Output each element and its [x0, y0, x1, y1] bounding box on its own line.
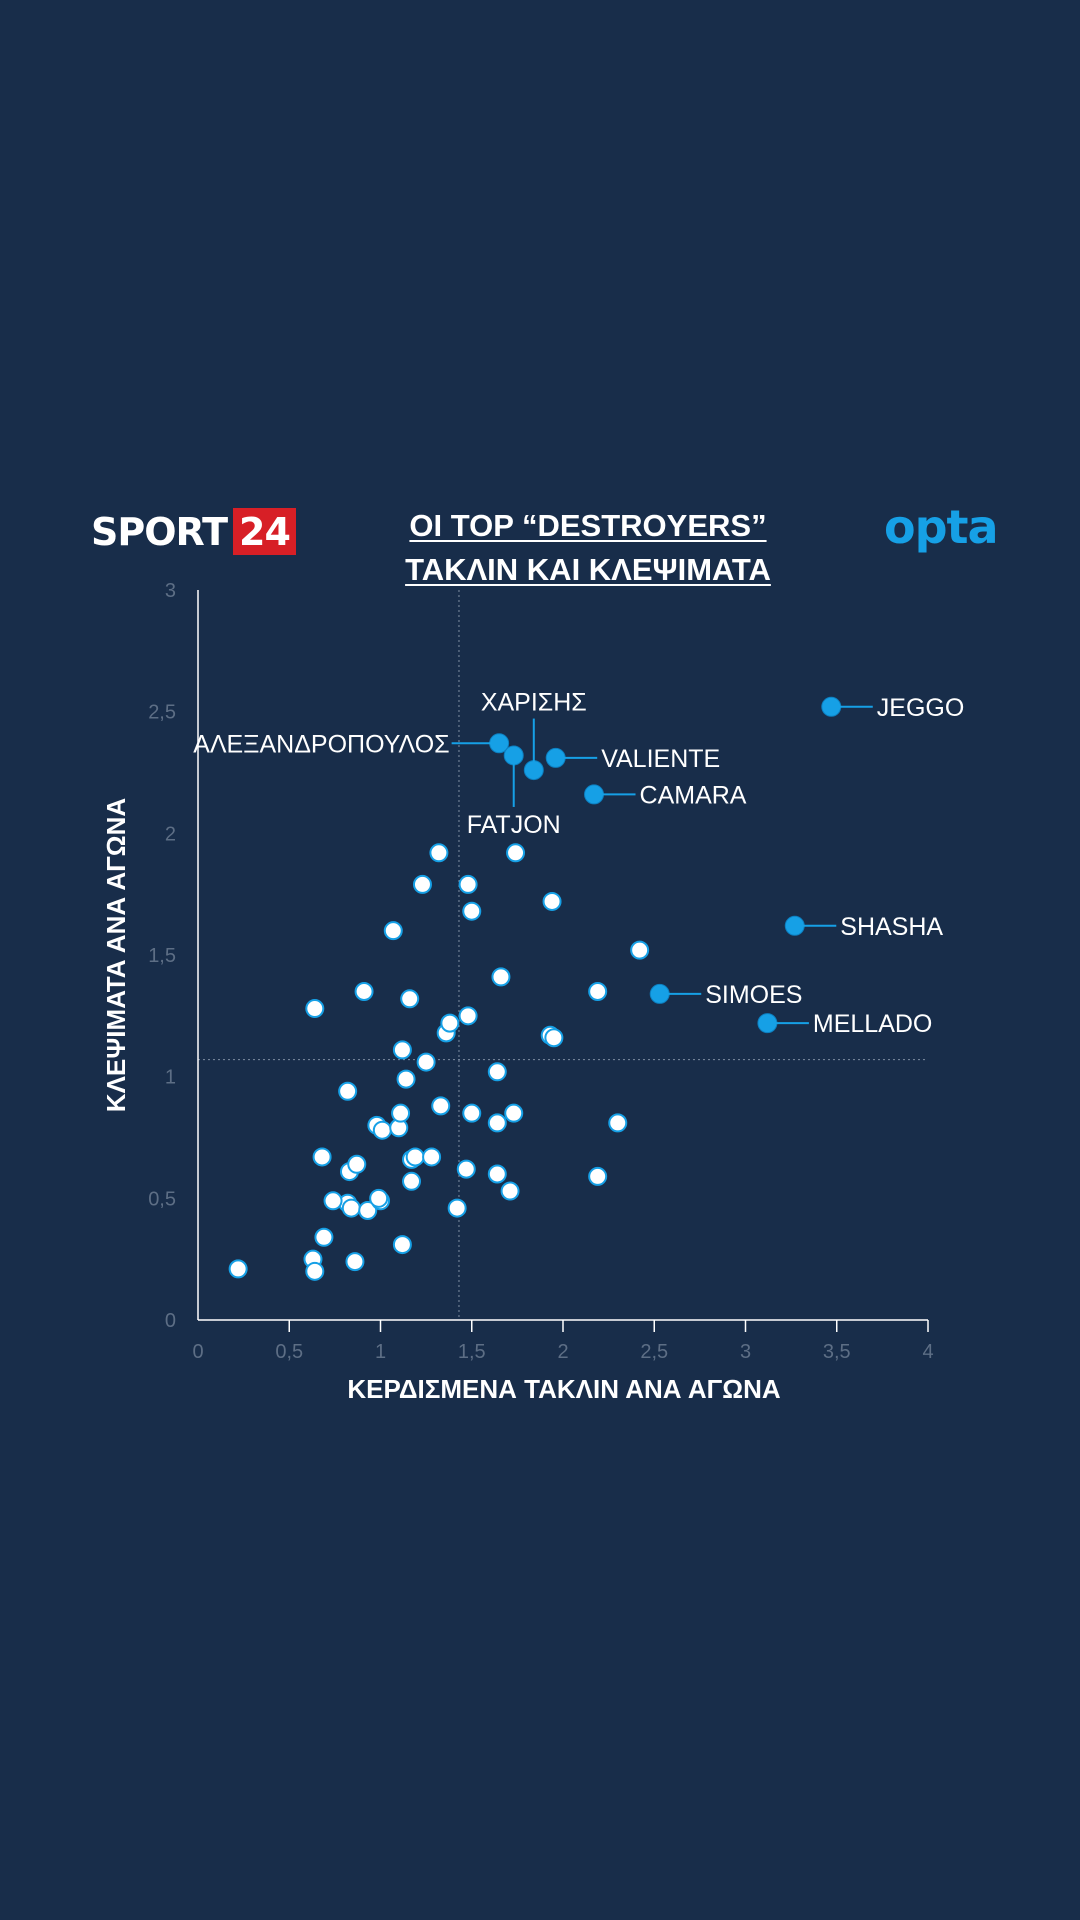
player-label: ΧΑΡΙΣΗΣ: [481, 689, 587, 717]
data-point: [383, 921, 403, 941]
data-point: [487, 1062, 507, 1082]
points-layer: [228, 696, 842, 1281]
data-point: [588, 1166, 608, 1186]
y-axis-title: ΚΛΕΨΙΜΑΤΑ ΑΝΑ ΑΓΩΝΑ: [101, 798, 131, 1113]
y-tick-label: 2,5: [148, 702, 176, 724]
data-point: [402, 1171, 422, 1191]
data-point: [462, 901, 482, 921]
data-point: [440, 1013, 460, 1033]
data-point: [358, 1201, 378, 1220]
data-point: [462, 1103, 482, 1123]
data-point: [456, 1159, 476, 1179]
player-label: SIMOES: [705, 981, 802, 1009]
data-point: [412, 874, 432, 894]
grid-layer: [198, 590, 928, 1320]
chart-title-line2: ΤΑΚΛΙΝ ΚΑΙ ΚΛΕΨΙΜΑΤΑ: [405, 552, 771, 587]
data-point: [305, 999, 325, 1019]
data-point: [345, 1252, 365, 1272]
data-point: [506, 843, 526, 863]
data-point: [347, 1154, 367, 1174]
player-label: MELLADO: [813, 1010, 932, 1038]
x-tick-label: 2: [557, 1341, 568, 1363]
data-point: [323, 1191, 343, 1211]
data-point: [391, 1103, 411, 1123]
data-point: [588, 982, 608, 1001]
data-point: [447, 1198, 467, 1218]
data-point: [400, 989, 420, 1009]
data-point: [429, 843, 449, 863]
labels-layer: JEGGO ΑΛΕΞΑΝΔΡΟΠΟΥΛΟΣ ΧΑΡΙΣΗΣ FATJON VALIENT…: [193, 689, 964, 1039]
y-tick-label: 2: [165, 823, 176, 845]
x-tick-label: 1: [375, 1341, 386, 1363]
y-tick-label: 1,5: [148, 945, 176, 967]
x-tick-label: 1,5: [458, 1341, 486, 1363]
x-tick-label: 0,5: [275, 1341, 303, 1363]
x-tick-label: 4: [922, 1341, 933, 1363]
data-point: [314, 1227, 334, 1247]
data-point: [416, 1052, 436, 1072]
data-point: [338, 1081, 358, 1101]
data-point: [544, 1028, 564, 1048]
data-point: [396, 1069, 416, 1089]
data-point: [372, 1120, 392, 1140]
data-point: [392, 1040, 412, 1060]
player-label: VALIENTE: [601, 745, 720, 773]
chart-title: ΟΙ TOP “DESTROYERS” ΤΑΚΛΙΝ ΚΑΙ ΚΛΕΨΙΜΑΤΑ: [340, 504, 836, 592]
data-point: [487, 1113, 507, 1133]
player-label: ΑΛΕΞΑΝΔΡΟΠΟΥΛΟΣ: [193, 730, 449, 758]
data-point: [405, 1147, 425, 1167]
x-tick-label: 0: [192, 1341, 203, 1363]
data-point: [542, 891, 562, 911]
x-tick-label: 3: [740, 1341, 751, 1363]
x-tick-label: 3,5: [823, 1341, 851, 1363]
data-point: [608, 1113, 628, 1133]
data-point: [630, 940, 650, 960]
player-label: FATJON: [467, 811, 561, 839]
data-point: [458, 1006, 478, 1026]
x-axis-title: ΚΕΡΔΙΣΜΕΝΑ ΤΑΚΛΙΝ ΑΝΑ ΑΓΩΝΑ: [347, 1374, 781, 1404]
chart-title-line1: ΟΙ TOP “DESTROYERS”: [409, 508, 767, 543]
y-tick-label: 0,5: [148, 1188, 176, 1210]
data-point: [431, 1096, 451, 1116]
opta-logo: opta: [884, 500, 999, 554]
y-tick-label: 3: [165, 580, 176, 602]
data-point: [392, 1235, 412, 1255]
axes-layer: 0 0,5 1 1,5 2 2,5 3 3,5 4 0 0,5 1 1,5 2 2,5 3: [148, 580, 933, 1363]
y-tick-label: 1: [165, 1067, 176, 1089]
data-point: [458, 874, 478, 894]
sport24-logo: SPORT 24: [91, 508, 296, 555]
data-point: [354, 982, 374, 1001]
data-point: [369, 1188, 389, 1208]
sport24-logo-number: 24: [233, 508, 296, 555]
sport24-logo-text: SPORT: [91, 509, 228, 554]
data-point: [341, 1198, 361, 1218]
data-point: [487, 1164, 507, 1184]
player-label: JEGGO: [877, 694, 965, 722]
player-label: CAMARA: [640, 781, 747, 809]
data-point: [228, 1259, 248, 1279]
data-point: [504, 1103, 524, 1123]
x-tick-label: 2,5: [640, 1341, 668, 1363]
data-point: [312, 1147, 332, 1167]
player-label: SHASHA: [840, 913, 943, 941]
y-tick-label: 0: [165, 1310, 176, 1332]
data-point: [305, 1261, 325, 1281]
data-point: [500, 1181, 520, 1201]
data-point: [491, 967, 511, 987]
data-point: [422, 1147, 442, 1167]
